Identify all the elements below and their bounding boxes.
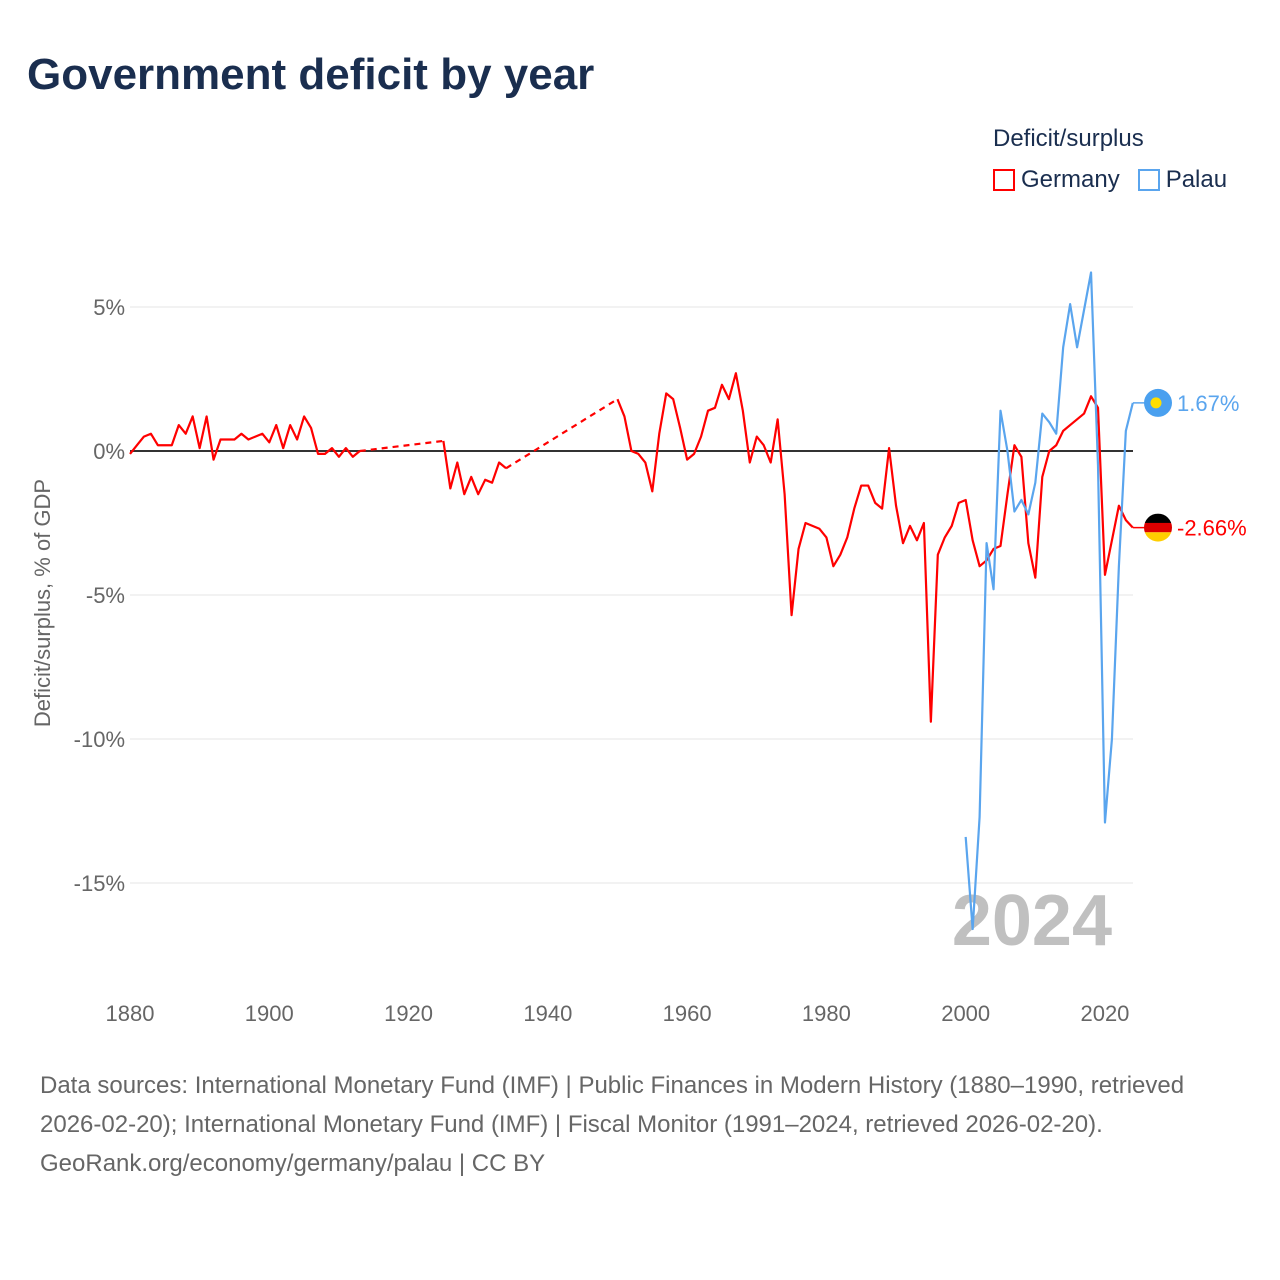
- end-label-germany: -2.66%: [1177, 516, 1247, 541]
- x-tick-label: 1960: [663, 1001, 712, 1026]
- legend-swatch-palau: [1137, 169, 1160, 191]
- series-line-germany: [442, 440, 507, 496]
- y-tick-label: 5%: [93, 295, 125, 320]
- x-tick-label: 2020: [1080, 1001, 1129, 1026]
- legend: Germany Palau: [993, 166, 1227, 194]
- footer: Data sources: International Monetary Fun…: [40, 1066, 1240, 1183]
- legend-title: Deficit/surplus: [993, 125, 1144, 152]
- data-sources: Data sources: International Monetary Fun…: [40, 1072, 1185, 1138]
- series-line-germany: [129, 415, 361, 461]
- legend-label-germany: Germany: [1021, 166, 1120, 193]
- x-tick-label: 1900: [245, 1001, 294, 1026]
- flag-stripe: [1144, 513, 1172, 524]
- flag-moon: [1150, 397, 1162, 409]
- y-tick-label: -5%: [86, 583, 125, 608]
- plot-area: 5% 0% -5% -10% -15% 1880 1900 1920 1940 1960 1980 2…: [30, 271, 1247, 1026]
- y-tick-label: -10%: [74, 727, 125, 752]
- series-line-palau: [964, 271, 1134, 931]
- x-tick-label: 1880: [106, 1001, 155, 1026]
- y-tick-label: 0%: [93, 439, 125, 464]
- y-axis-label: Deficit/surplus, % of GDP: [30, 479, 55, 727]
- flag-icon-palau: [1144, 388, 1172, 417]
- credit-link[interactable]: GeoRank.org/economy/germany/palau | CC B…: [40, 1150, 546, 1177]
- x-tick-label: 1980: [802, 1001, 851, 1026]
- legend-label-palau: Palau: [1165, 166, 1228, 193]
- y-tick-label: -15%: [74, 871, 125, 896]
- x-tick-label: 1940: [523, 1001, 572, 1026]
- x-tick-label: 1920: [384, 1001, 433, 1026]
- legend-item-palau[interactable]: Palau: [1137, 166, 1228, 194]
- legend-swatch-germany: [993, 169, 1015, 191]
- series-gap-germany: [505, 398, 619, 470]
- year-watermark: 2024: [952, 881, 1112, 961]
- chart-title: Government deficit by year: [27, 50, 595, 99]
- flag-icon-germany: [1144, 513, 1172, 542]
- series-gap-germany: [359, 439, 444, 453]
- series-line-germany: [616, 372, 1134, 723]
- flag-stripe: [1144, 532, 1172, 542]
- flag-stripe: [1144, 522, 1172, 533]
- end-label-palau: 1.67%: [1177, 391, 1239, 416]
- x-tick-label: 2000: [941, 1001, 990, 1026]
- legend-item-germany[interactable]: Germany: [993, 166, 1120, 194]
